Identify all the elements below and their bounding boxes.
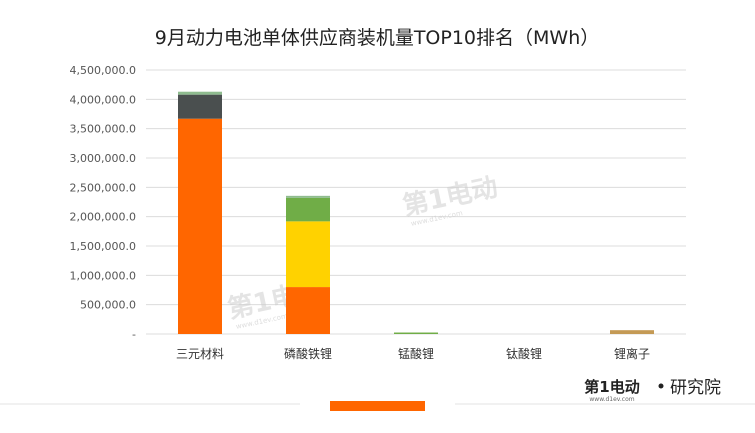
y-tick-label: 2,500,000.0 xyxy=(70,181,136,194)
x-tick-label: 锂离子 xyxy=(614,346,650,361)
bar-segment xyxy=(610,330,654,334)
y-tick-label: 3,000,000.0 xyxy=(70,152,136,165)
brand-text: 研究院 xyxy=(670,378,721,398)
bar-segment xyxy=(178,94,222,119)
y-tick-label: - xyxy=(132,328,136,341)
y-tick-label: 1,000,000.0 xyxy=(70,269,136,282)
bar-segment xyxy=(286,195,330,198)
y-tick-label: 500,000.0 xyxy=(80,299,136,312)
bar-segment xyxy=(178,91,222,95)
brand-url: www.d1ev.com xyxy=(589,396,634,403)
bar-segment xyxy=(394,332,438,334)
x-tick-label: 锰酸锂 xyxy=(398,346,434,361)
watermark-center: 第1电动 www.d1ev.com xyxy=(400,172,500,228)
y-axis-ticks: - 500,000.0 1,000,000.0 1,500,000.0 2,000,00… xyxy=(70,64,137,341)
y-tick-label: 2,000,000.0 xyxy=(70,211,136,224)
bar-segment xyxy=(286,221,330,288)
x-tick-label: 钛酸锂 xyxy=(506,346,542,361)
grid xyxy=(146,69,686,335)
y-tick-label: 3,500,000.0 xyxy=(70,123,136,136)
y-tick-label: 1,500,000.0 xyxy=(70,240,136,253)
bar-segment xyxy=(286,287,330,334)
brand-dot xyxy=(658,383,664,389)
y-tick-label: 4,000,000.0 xyxy=(70,93,136,106)
bar-segment xyxy=(286,197,330,222)
footer-accent-bar xyxy=(330,401,425,411)
x-tick-label: 三元材料 xyxy=(176,347,224,361)
x-tick-label: 磷酸铁锂 xyxy=(284,346,332,361)
chart-title: 9月动力电池单体供应商装机量TOP10排名（MWh） xyxy=(155,27,600,49)
bars xyxy=(178,91,654,335)
brand-logo: 第1电动 xyxy=(584,378,639,396)
x-axis-labels: 三元材料 磷酸铁锂 锰酸锂 钛酸锂 锂离子 xyxy=(176,346,650,361)
footer-brand: 第1电动 www.d1ev.com 研究院 xyxy=(584,378,721,403)
y-tick-label: 4,500,000.0 xyxy=(70,64,136,77)
bar-segment xyxy=(178,118,222,335)
